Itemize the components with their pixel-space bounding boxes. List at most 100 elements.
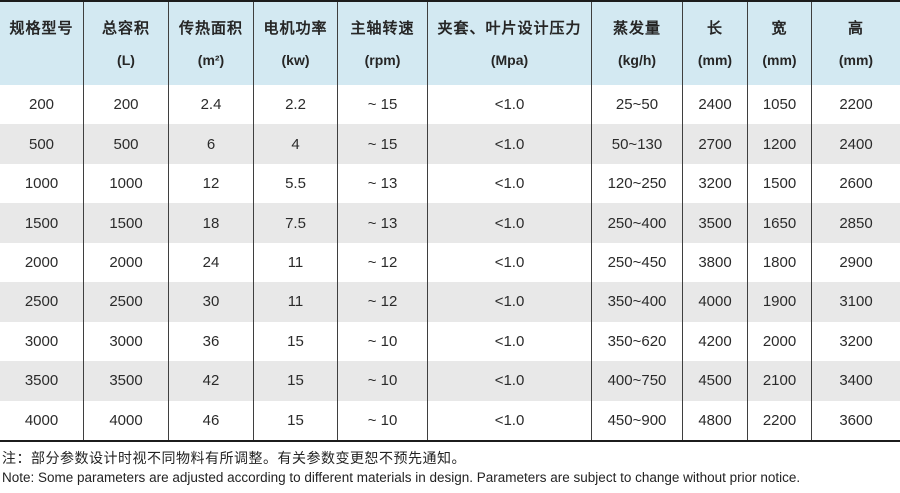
table-cell: 15: [254, 400, 338, 440]
table-cell: <1.0: [428, 361, 592, 401]
table-cell: 3000: [0, 321, 84, 362]
table-cell: 1500: [748, 163, 812, 204]
column-header: 长 (mm): [683, 2, 748, 85]
table-cell: 2500: [0, 282, 84, 322]
table-cell: 3400: [839, 372, 873, 390]
table-row: 1000 1000 12 5.5 ~ 13 <1.0 120~250 3200 1500 2600: [0, 163, 900, 204]
table-cell: ~ 13: [338, 163, 428, 204]
table-cell: 450~900: [592, 400, 683, 440]
table-cell: 4200: [683, 321, 748, 362]
table-cell: <1.0: [428, 203, 592, 243]
table-row: 2500 2500 30 11 ~ 12 <1.0 350~400 4000 1900 3100: [0, 282, 900, 322]
table-cell: <1.0: [428, 242, 592, 283]
table-row: 4000 4000 46 15 ~ 10 <1.0 450~900 4800 2200 3600: [0, 400, 900, 440]
table-cell: 2400: [839, 135, 873, 153]
table-cell: 18: [169, 203, 254, 243]
table-row: 500 500 6 4 ~ 15 <1.0 50~130 2700 1200 2400: [0, 124, 900, 164]
table-cell: 7.5: [254, 203, 338, 243]
column-header: 蒸发量 (kg/h): [592, 2, 683, 85]
table-cell: <1.0: [428, 163, 592, 204]
table-cell: 4500: [683, 361, 748, 401]
column-header-label: 蒸发量: [612, 20, 661, 37]
column-header: 高 (mm): [812, 2, 900, 85]
table-cell: 500: [84, 124, 169, 164]
table-row: 200 200 2.4 2.2 ~ 15 <1.0 25~50 2400 1050 2200: [0, 85, 900, 125]
table-cell: 3500: [0, 361, 84, 401]
table-cell: 2850: [839, 214, 873, 232]
table-cell: 11: [254, 282, 338, 322]
table-cell: 1800: [748, 242, 812, 283]
table-cell: 2500: [84, 282, 169, 322]
table-cell: 200: [84, 85, 169, 125]
column-header: 夹套、叶片设计压力 (Mpa): [428, 2, 592, 85]
table-cell: 400~750: [592, 361, 683, 401]
table-cell: 3200: [683, 163, 748, 204]
table-cell: 1500: [84, 203, 169, 243]
table-cell: <1.0: [428, 282, 592, 322]
table-cell: 350~620: [592, 321, 683, 362]
table-cell: 2600: [839, 175, 873, 193]
table-cell: 1900: [748, 282, 812, 322]
table-cell: <1.0: [428, 85, 592, 125]
table-cell: ~ 13: [338, 203, 428, 243]
table-cell: 4800: [683, 400, 748, 440]
table-cell: ~ 12: [338, 242, 428, 283]
column-header-label: 主轴转速: [350, 20, 415, 37]
column-header-unit: (m²): [197, 52, 225, 68]
table-row: 2000 2000 24 11 ~ 12 <1.0 250~450 3800 1800 2900: [0, 242, 900, 283]
table-cell: ~ 15: [338, 85, 428, 125]
table-cell: ~ 15: [338, 124, 428, 164]
table-cell: 2100: [748, 361, 812, 401]
table-cell: 4000: [84, 400, 169, 440]
column-header-label: 传热面积: [178, 20, 243, 37]
table-cell: 3600: [839, 411, 873, 429]
table-row: 3500 3500 42 15 ~ 10 <1.0 400~750 4500 2100 3400: [0, 361, 900, 401]
column-header: 宽 (mm): [748, 2, 812, 85]
table-cell: 42: [169, 361, 254, 401]
column-header: 传热面积 (m²): [169, 2, 254, 85]
table-cell: 1000: [0, 163, 84, 204]
table-cell: <1.0: [428, 321, 592, 362]
table-cell: 2400: [683, 85, 748, 125]
column-header-unit: (mm): [762, 52, 797, 68]
table-cell: 120~250: [592, 163, 683, 204]
note-chinese: 注：部分参数设计时视不同物料有所调整。有关参数变更恕不预先通知。: [2, 449, 466, 466]
column-header-label: 宽: [771, 20, 788, 37]
column-header-unit: (mm): [838, 52, 874, 68]
table-header-row: 规格型号 总容积 (L) 传热面积 (m²) 电机功率 (kw) 主轴转速 (rpm) 夹套、叶片…: [0, 2, 900, 85]
table-cell: 2200: [748, 400, 812, 440]
column-header-label: 夹套、叶片设计压力: [437, 20, 582, 37]
column-header: 总容积 (L): [84, 2, 169, 85]
table-cell: 250~400: [592, 203, 683, 243]
table-cell: <1.0: [428, 124, 592, 164]
table-cell: ~ 12: [338, 282, 428, 322]
column-header-unit: (rpm): [364, 52, 401, 68]
table-cell: 2000: [84, 242, 169, 283]
column-header: 主轴转速 (rpm): [338, 2, 428, 85]
table-cell: 3000: [84, 321, 169, 362]
table-cell: 25~50: [592, 85, 683, 125]
table-cell: 500: [0, 124, 84, 164]
table-row: 1500 1500 18 7.5 ~ 13 <1.0 250~400 3500 1650 2850: [0, 203, 900, 243]
table-cell: 5.5: [254, 163, 338, 204]
table-cell: 1000: [84, 163, 169, 204]
column-header-unit: (kg/h): [617, 52, 657, 68]
column-header-unit: (mm): [697, 52, 733, 68]
table-cell: 2000: [748, 321, 812, 362]
table-cell: ~ 10: [338, 361, 428, 401]
table-cell: 30: [169, 282, 254, 322]
table-cell: 1050: [748, 85, 812, 125]
specification-table: 规格型号 总容积 (L) 传热面积 (m²) 电机功率 (kw) 主轴转速 (rpm) 夹套、叶片…: [0, 0, 900, 442]
table-cell: 12: [169, 163, 254, 204]
table-cell: 4000: [683, 282, 748, 322]
table-cell: 15: [254, 361, 338, 401]
column-header: 电机功率 (kw): [254, 2, 338, 85]
table-cell: ~ 10: [338, 400, 428, 440]
note-english: Note: Some parameters are adjusted accor…: [2, 469, 801, 485]
column-header-unit: (kw): [281, 52, 310, 68]
column-header-label: 规格型号: [9, 20, 74, 37]
table-row: 3000 3000 36 15 ~ 10 <1.0 350~620 4200 2000 3200: [0, 321, 900, 362]
table-cell: 350~400: [592, 282, 683, 322]
column-header-label: 电机功率: [263, 20, 328, 37]
